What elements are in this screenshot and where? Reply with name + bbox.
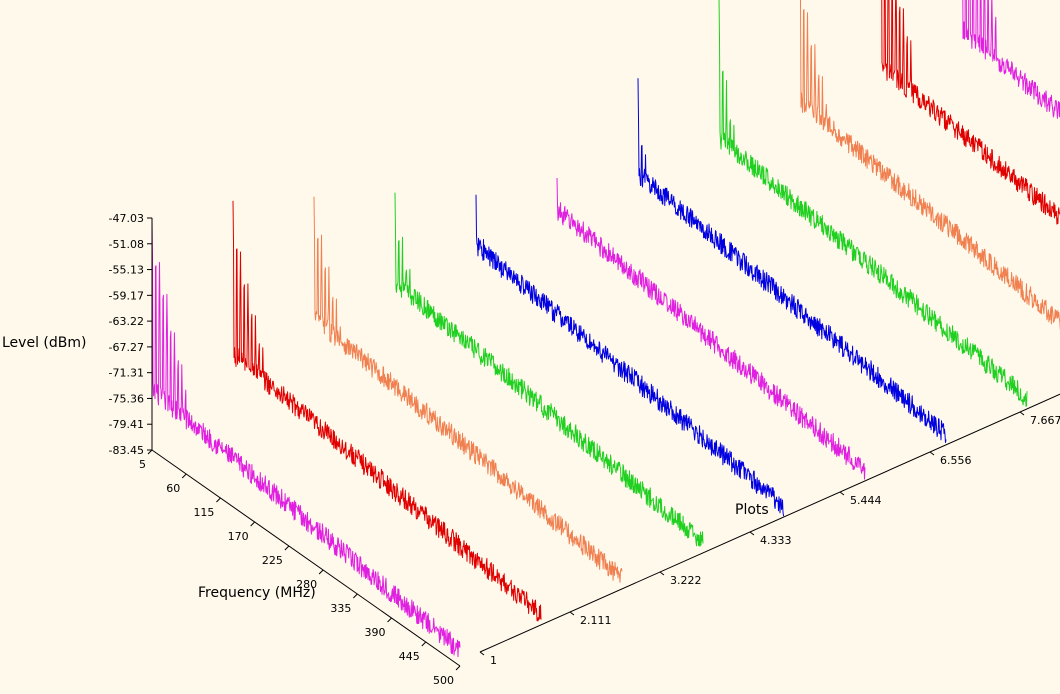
level-tick-label: -67.27 (109, 341, 144, 354)
series-trace-plot-8 (718, 0, 1028, 407)
level-tick-label: -83.45 (109, 444, 144, 457)
series-trace-plot-11 (962, 0, 1060, 119)
plots-tick-mark (479, 651, 485, 656)
series-trace-plot-10 (881, 0, 1060, 225)
frequency-tick-mark (352, 593, 358, 599)
frequency-axis-line (151, 449, 461, 667)
frequency-tick-label: 445 (399, 650, 420, 663)
series-trace-plot-6 (556, 177, 866, 480)
frequency-tick-mark (216, 497, 221, 503)
frequency-tick-label: 5 (139, 458, 146, 471)
plots-axis-title: Plots (735, 502, 769, 518)
frequency-tick-label: 60 (166, 482, 180, 495)
series-trace-plot-5 (475, 194, 785, 517)
plots-tick-mark (659, 571, 665, 576)
plots-tick-mark (1019, 411, 1025, 416)
plots-tick-label: 3.222 (670, 574, 702, 587)
frequency-tick-mark (147, 449, 153, 455)
frequency-tick-label: 335 (330, 602, 351, 615)
plots-tick-mark (839, 491, 845, 496)
series-trace-plot-2 (232, 200, 542, 622)
plots-tick-label: 5.444 (850, 494, 882, 507)
frequency-tick-mark (387, 617, 392, 623)
series-trace-plot-1 (151, 217, 461, 658)
plots-axis-line (479, 393, 1060, 653)
level-tick-label: -59.17 (109, 289, 144, 302)
frequency-tick-mark (318, 569, 324, 575)
frequency-tick-label: 115 (193, 506, 214, 519)
series-trace-plot-4 (394, 192, 704, 547)
level-axis-title: Level (dBm) (2, 335, 86, 351)
plots-tick-mark (569, 611, 575, 616)
plots-tick-label: 4.333 (760, 534, 792, 547)
level-tick-label: -71.31 (109, 367, 144, 380)
level-axis-ticks: -47.03 -51.08 -55.13 -59.17 -63.22 -67.27 -71.… (109, 212, 152, 457)
frequency-tick-label: 280 (296, 578, 317, 591)
level-tick-label: -79.41 (109, 418, 144, 431)
frequency-axis-ticks: 5 60 115 170 225 280 335 390 445 500 (139, 449, 461, 687)
traces-group (151, 0, 1060, 658)
plots-tick-label: 2.111 (580, 614, 612, 627)
frequency-tick-mark (284, 545, 290, 551)
level-tick-label: -51.08 (109, 238, 144, 251)
frequency-tick-label: 225 (262, 554, 283, 567)
series-trace-plot-3 (313, 196, 623, 583)
level-tick-label: -75.36 (109, 392, 144, 405)
series-trace-plot-9 (799, 0, 1060, 330)
level-tick-label: -55.13 (109, 264, 144, 277)
frequency-axis-title: Frequency (MHz) (198, 585, 316, 601)
frequency-tick-mark (455, 665, 461, 671)
plots-tick-mark (749, 531, 755, 536)
level-tick-label: -63.22 (109, 315, 144, 328)
frequency-tick-mark (421, 641, 427, 647)
plots-tick-label: 7.667 (1030, 414, 1060, 427)
plots-axis-ticks: 12.1113.2224.3335.4446.5567.6678.7789.88… (479, 411, 1060, 667)
frequency-tick-mark (250, 521, 256, 527)
frequency-tick-label: 170 (228, 530, 249, 543)
plots-tick-label: 6.556 (940, 454, 972, 467)
plots-tick-mark (929, 451, 935, 456)
frequency-tick-label: 500 (433, 674, 454, 687)
frequency-tick-label: 390 (365, 626, 386, 639)
plots-tick-label: 1 (490, 654, 497, 667)
axes-group: -47.03 -51.08 -55.13 -59.17 -63.22 -67.27 -71.… (109, 212, 1060, 687)
series-trace-plot-7 (637, 78, 947, 443)
level-tick-label: -47.03 (109, 212, 144, 225)
frequency-tick-mark (181, 473, 187, 479)
